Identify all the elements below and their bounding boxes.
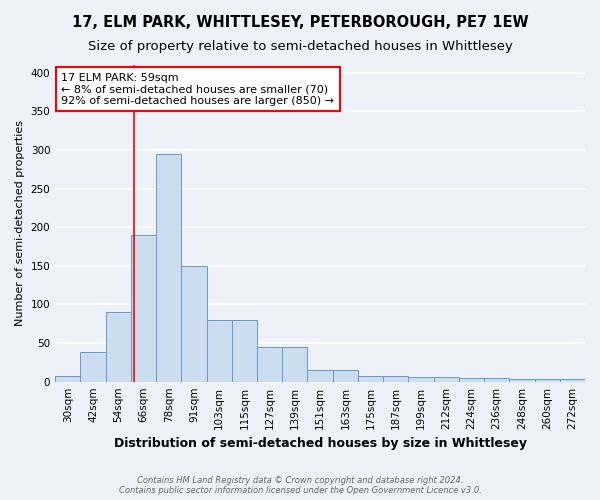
- Text: 17, ELM PARK, WHITTLESEY, PETERBOROUGH, PE7 1EW: 17, ELM PARK, WHITTLESEY, PETERBOROUGH, …: [71, 15, 529, 30]
- Bar: [131, 235, 156, 382]
- Bar: [332, 370, 358, 382]
- Bar: [358, 376, 383, 382]
- Bar: [409, 377, 434, 382]
- Bar: [509, 378, 535, 382]
- Bar: [282, 347, 307, 382]
- Bar: [383, 376, 409, 382]
- Bar: [156, 154, 181, 382]
- Bar: [560, 378, 585, 382]
- Text: Contains HM Land Registry data © Crown copyright and database right 2024.
Contai: Contains HM Land Registry data © Crown c…: [119, 476, 481, 495]
- Text: Size of property relative to semi-detached houses in Whittlesey: Size of property relative to semi-detach…: [88, 40, 512, 53]
- Bar: [80, 352, 106, 382]
- Bar: [55, 376, 80, 382]
- Bar: [206, 320, 232, 382]
- Bar: [459, 378, 484, 382]
- Bar: [181, 266, 206, 382]
- Text: 17 ELM PARK: 59sqm
← 8% of semi-detached houses are smaller (70)
92% of semi-det: 17 ELM PARK: 59sqm ← 8% of semi-detached…: [61, 72, 334, 106]
- X-axis label: Distribution of semi-detached houses by size in Whittlesey: Distribution of semi-detached houses by …: [113, 437, 527, 450]
- Bar: [434, 377, 459, 382]
- Y-axis label: Number of semi-detached properties: Number of semi-detached properties: [15, 120, 25, 326]
- Bar: [232, 320, 257, 382]
- Bar: [535, 378, 560, 382]
- Bar: [307, 370, 332, 382]
- Bar: [106, 312, 131, 382]
- Bar: [484, 378, 509, 382]
- Bar: [257, 347, 282, 382]
